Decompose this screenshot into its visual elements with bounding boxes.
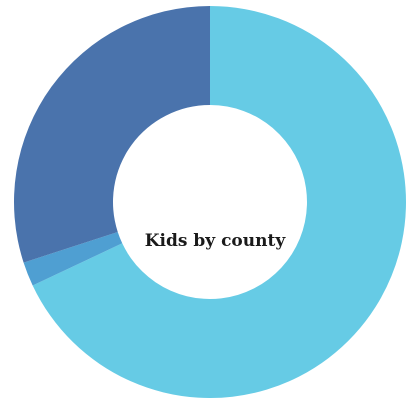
donut-slice-2 — [23, 231, 123, 286]
chart-center-label: Kids by county — [145, 231, 287, 251]
donut-slice-3 — [13, 6, 211, 263]
donut-slice-1 — [32, 6, 406, 398]
donut-slices — [13, 6, 406, 398]
